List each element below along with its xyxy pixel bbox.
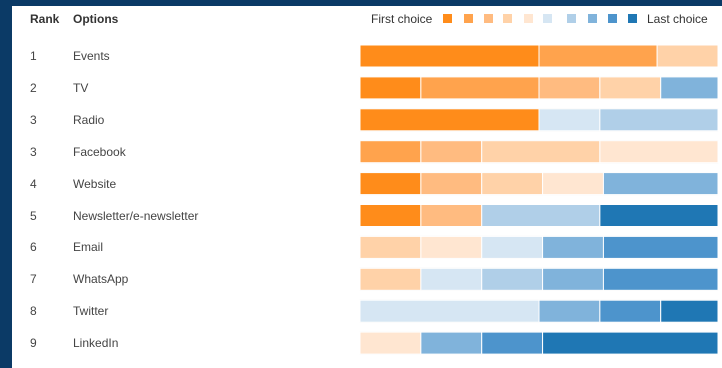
legend-swatch-6: [543, 14, 552, 23]
option-label: Radio: [73, 112, 105, 127]
rank-label: 9: [30, 336, 37, 351]
option-label: Newsletter/e-newsletter: [73, 208, 199, 223]
rank-label: 1: [30, 49, 37, 63]
bar-segment: [359, 204, 422, 227]
bar-segment: [542, 172, 604, 196]
rank-label: 4: [30, 176, 37, 191]
bar-segment: [538, 299, 601, 323]
bar-segment: [359, 172, 422, 196]
legend-swatch-1: [443, 14, 452, 23]
bar-segment: [359, 235, 422, 259]
header-options: Options: [73, 12, 119, 26]
bar-segment: [420, 76, 540, 100]
bar-segment: [538, 44, 658, 68]
bar-segment: [599, 108, 719, 132]
rank-label: 6: [30, 240, 37, 255]
option-label: Facebook: [73, 144, 126, 159]
legend-swatch-9: [608, 14, 617, 23]
rank-label: 5: [30, 208, 37, 223]
bar-segment: [602, 267, 719, 291]
bar-segment: [481, 140, 601, 164]
bar-segment: [538, 108, 601, 132]
bar-segment: [420, 235, 483, 259]
bar-segment: [481, 235, 544, 259]
legend-swatch-5: [524, 14, 533, 23]
option-label: Twitter: [73, 304, 109, 319]
legend-swatch-4: [503, 14, 512, 23]
bar-segment: [420, 204, 483, 227]
bar-segment: [542, 331, 719, 355]
bar-segment: [481, 172, 544, 196]
bar-segment: [359, 267, 422, 291]
bar-segment: [420, 140, 483, 164]
legend-last-choice: Last choice: [647, 12, 708, 26]
legend-swatch-3: [484, 14, 493, 23]
bar-segment: [538, 76, 601, 100]
bar-segment: [359, 331, 422, 355]
legend-swatch-10: [628, 14, 637, 23]
option-label: TV: [73, 80, 89, 95]
legend-swatch-8: [588, 14, 597, 23]
bar-segment: [481, 267, 544, 291]
bar-segment: [599, 204, 719, 227]
rank-label: 3: [30, 144, 37, 159]
rank-label: 3: [30, 112, 37, 127]
rank-label: 7: [30, 272, 37, 287]
bar-segment: [359, 44, 540, 68]
bar-segment: [542, 267, 604, 291]
bar-segment: [420, 172, 483, 196]
rank-label: 2: [30, 80, 37, 95]
bar-segment: [359, 108, 540, 132]
option-label: Events: [73, 49, 110, 63]
bar-segment: [481, 204, 601, 227]
header-rank: Rank: [30, 12, 60, 26]
option-label: Email: [73, 240, 104, 255]
bar-segment: [599, 299, 662, 323]
option-label: Website: [73, 176, 117, 191]
legend-swatch-7: [567, 14, 576, 23]
bar-segment: [420, 331, 483, 355]
rank-label: 8: [30, 304, 37, 319]
bar-segment: [359, 140, 422, 164]
bar-segment: [602, 172, 719, 196]
legend-swatch-2: [464, 14, 473, 23]
bar-segment: [542, 235, 604, 259]
legend-first-choice: First choice: [371, 12, 433, 26]
option-label: LinkedIn: [73, 336, 119, 351]
bar-segment: [660, 299, 719, 323]
bar-segment: [359, 299, 540, 323]
option-label: WhatsApp: [73, 272, 129, 287]
bar-segment: [660, 76, 719, 100]
bar-segment: [599, 76, 662, 100]
bar-segment: [599, 140, 719, 164]
bar-segment: [481, 331, 544, 355]
bar-segment: [359, 76, 422, 100]
bar-segment: [420, 267, 483, 291]
bar-segment: [656, 44, 719, 68]
bar-segment: [602, 235, 719, 259]
